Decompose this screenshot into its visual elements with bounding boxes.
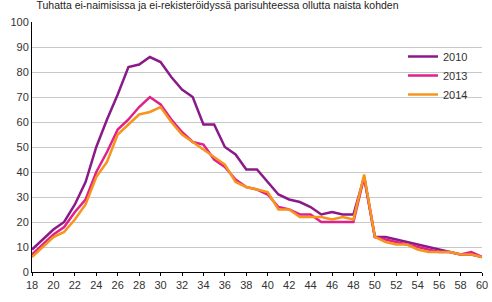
svg-text:46: 46: [326, 279, 338, 291]
svg-text:58: 58: [454, 279, 466, 291]
svg-text:70: 70: [17, 91, 29, 103]
svg-text:34: 34: [197, 279, 209, 291]
svg-text:24: 24: [90, 279, 102, 291]
svg-text:60: 60: [476, 279, 488, 291]
svg-text:20: 20: [47, 279, 59, 291]
svg-text:2010: 2010: [443, 51, 467, 63]
svg-text:10: 10: [17, 241, 29, 253]
svg-text:38: 38: [240, 279, 252, 291]
svg-text:30: 30: [154, 279, 166, 291]
svg-text:80: 80: [17, 66, 29, 78]
svg-text:50: 50: [17, 141, 29, 153]
svg-text:18: 18: [26, 279, 38, 291]
svg-text:30: 30: [17, 191, 29, 203]
svg-text:100: 100: [10, 16, 28, 28]
svg-text:90: 90: [17, 41, 29, 53]
svg-text:36: 36: [219, 279, 231, 291]
svg-text:0: 0: [23, 266, 29, 278]
svg-text:28: 28: [133, 279, 145, 291]
svg-text:48: 48: [347, 279, 359, 291]
svg-text:2014: 2014: [443, 89, 467, 101]
svg-text:60: 60: [17, 116, 29, 128]
svg-text:20: 20: [17, 216, 29, 228]
svg-text:40: 40: [17, 166, 29, 178]
svg-text:52: 52: [390, 279, 402, 291]
svg-text:42: 42: [283, 279, 295, 291]
svg-text:44: 44: [304, 279, 316, 291]
svg-text:56: 56: [433, 279, 445, 291]
svg-text:32: 32: [176, 279, 188, 291]
svg-text:Tuhatta ei-naimisissa ja ei-re: Tuhatta ei-naimisissa ja ei-rekisteröidy…: [37, 0, 399, 11]
svg-text:40: 40: [262, 279, 274, 291]
svg-text:50: 50: [369, 279, 381, 291]
svg-text:26: 26: [112, 279, 124, 291]
svg-text:22: 22: [69, 279, 81, 291]
svg-text:2013: 2013: [443, 70, 467, 82]
svg-text:54: 54: [412, 279, 424, 291]
